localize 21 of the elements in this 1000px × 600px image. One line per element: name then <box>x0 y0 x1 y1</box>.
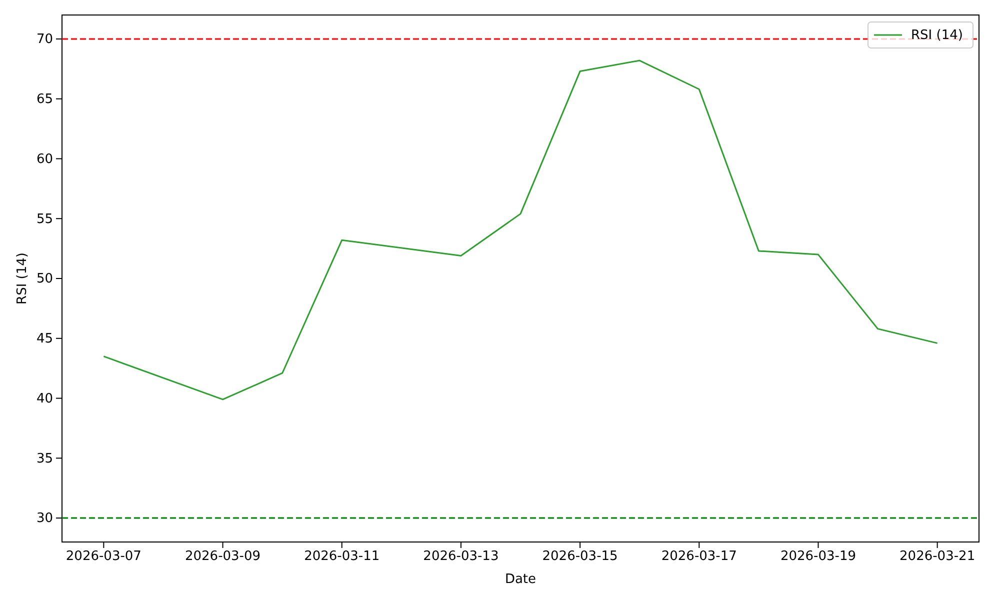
x-tick-label: 2026-03-09 <box>184 549 261 564</box>
x-tick-label: 2026-03-07 <box>66 549 142 564</box>
x-tick-label: 2026-03-13 <box>423 549 499 564</box>
x-tick-label: 2026-03-11 <box>304 549 380 564</box>
y-tick-label: 40 <box>36 391 53 406</box>
x-tick-label: 2026-03-19 <box>780 549 856 564</box>
y-tick-label: 30 <box>36 511 53 526</box>
y-tick-label: 45 <box>36 332 53 347</box>
y-tick-label: 55 <box>36 212 53 227</box>
x-tick-label: 2026-03-15 <box>542 549 618 564</box>
x-axis-title: Date <box>504 572 536 587</box>
y-axis-title: RSI (14) <box>15 252 30 304</box>
y-tick-label: 35 <box>36 451 53 466</box>
y-tick-label: 50 <box>36 272 53 287</box>
x-tick-label: 2026-03-17 <box>661 549 737 564</box>
y-tick-label: 60 <box>36 152 53 167</box>
legend-label: RSI (14) <box>911 28 963 43</box>
y-tick-label: 70 <box>36 32 53 48</box>
x-tick-label: 2026-03-21 <box>900 549 976 564</box>
y-tick-label: 65 <box>36 92 53 107</box>
line-series <box>102 60 938 400</box>
